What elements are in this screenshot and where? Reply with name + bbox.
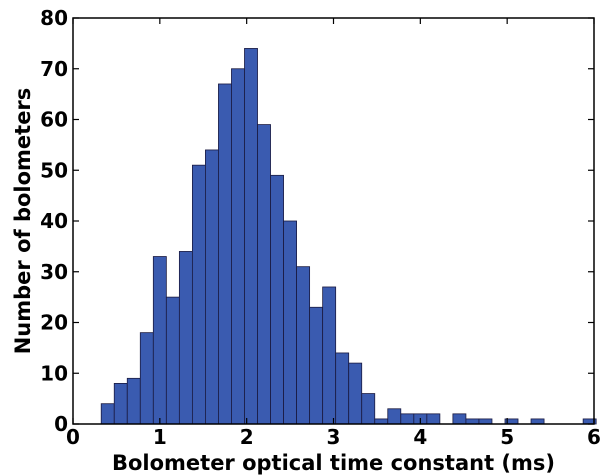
histogram-bar	[361, 393, 376, 425]
histogram-bar	[270, 174, 284, 425]
histogram-bar	[178, 251, 193, 425]
histogram-bar	[126, 377, 141, 425]
y-tick-label: 10	[40, 361, 68, 385]
y-axis-label: Number of bolometers	[11, 88, 35, 355]
y-tick-label: 80	[40, 6, 68, 30]
histogram-bar	[205, 149, 219, 425]
y-tick-label: 20	[40, 311, 68, 335]
histogram-bar	[400, 413, 415, 425]
histogram-bar	[244, 48, 258, 425]
histogram-bar	[478, 418, 493, 425]
x-tick-label: 6	[587, 425, 601, 449]
histogram-bar	[139, 332, 154, 425]
histogram-bar	[374, 418, 389, 425]
x-tick-label: 5	[500, 425, 514, 449]
histogram-bar	[452, 413, 467, 425]
x-tick-label: 3	[327, 425, 341, 449]
x-axis-label: Bolometer optical time constant (ms)	[112, 451, 555, 475]
bars-layer	[100, 48, 597, 425]
y-tick-label: 60	[40, 108, 68, 132]
histogram-bar	[152, 256, 167, 425]
y-tick-label: 40	[40, 209, 68, 233]
histogram-bar	[387, 408, 402, 425]
histogram-bar	[113, 382, 128, 425]
histogram-bar	[218, 83, 232, 425]
histogram-bar	[100, 403, 115, 425]
histogram-bar	[335, 352, 350, 425]
histogram-bar	[465, 418, 480, 425]
histogram-bar	[296, 266, 311, 425]
histogram-bar	[231, 68, 245, 425]
x-tick-label: 2	[240, 425, 254, 449]
y-tick-label: 70	[40, 57, 68, 81]
histogram-bar	[257, 124, 271, 425]
y-tick-label: 50	[40, 158, 68, 182]
y-tick-label: 0	[54, 412, 68, 436]
x-tick-label: 1	[153, 425, 167, 449]
histogram-bar	[348, 362, 363, 425]
histogram-bar	[191, 164, 206, 425]
histogram-bar	[283, 220, 297, 425]
x-tick-label: 0	[66, 425, 80, 449]
histogram-bar	[322, 286, 337, 425]
histogram-bar	[309, 306, 324, 425]
y-tick-label: 30	[40, 260, 68, 284]
histogram-bar	[165, 296, 180, 425]
histogram-bar	[426, 413, 441, 425]
x-tick-label: 4	[413, 425, 427, 449]
histogram-bar	[530, 418, 545, 425]
